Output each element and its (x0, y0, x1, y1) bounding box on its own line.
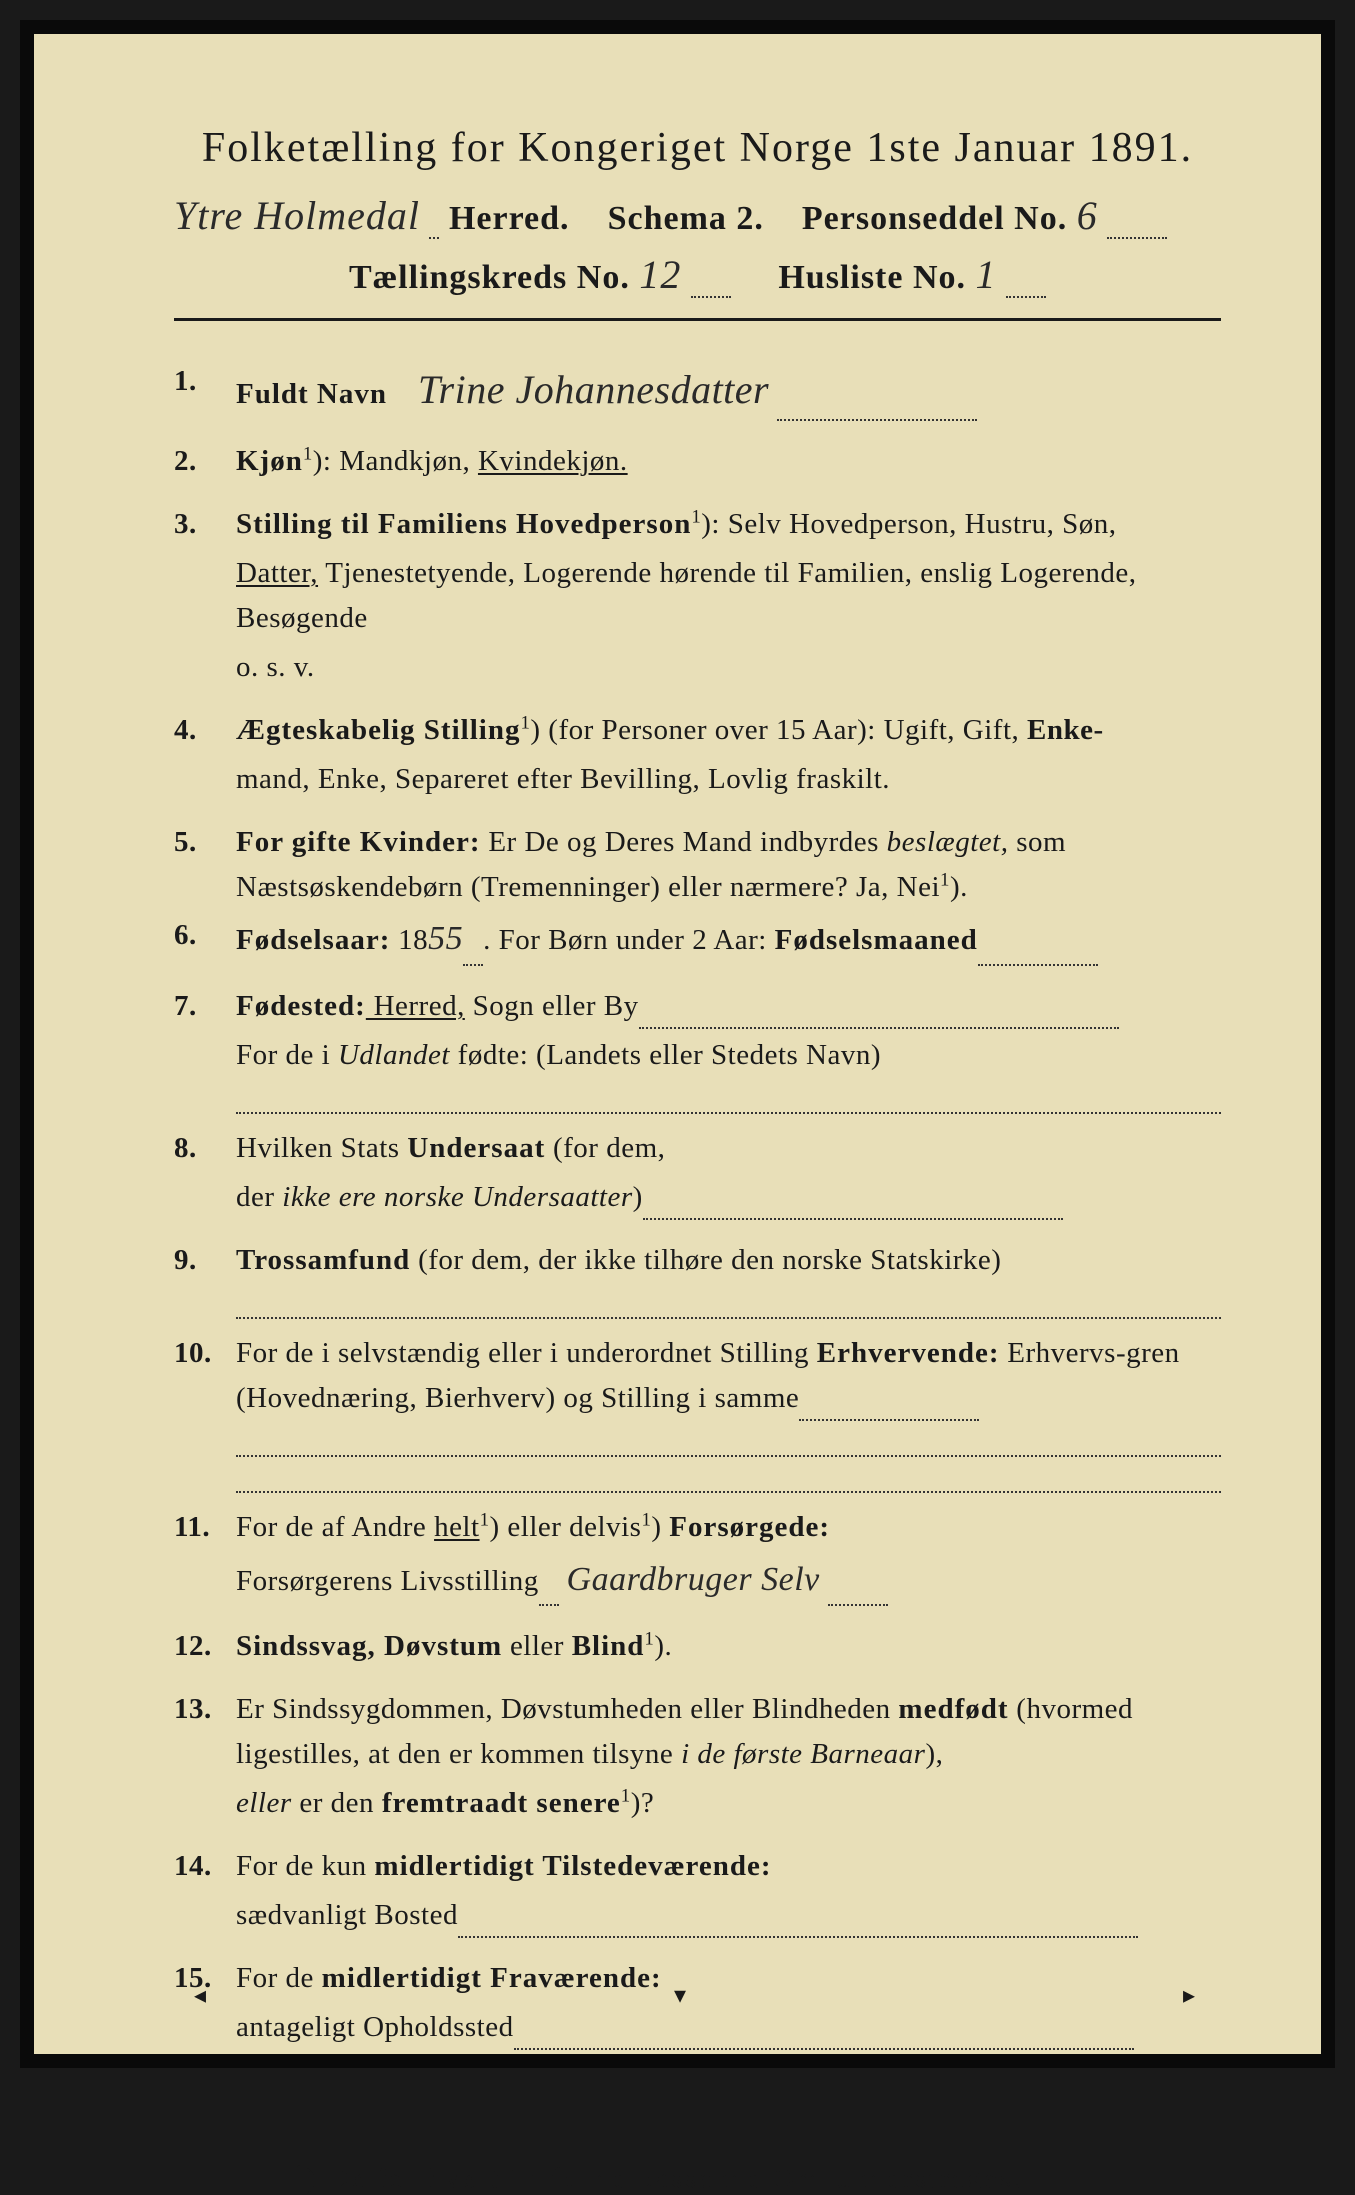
footnote: 1) De for hvert Tilfælde passende Ord un… (294, 2161, 1221, 2195)
field-label: Fødested: (236, 990, 366, 1022)
personseddel-no: 6 (1077, 193, 1098, 238)
field-label: For gifte Kvinder: (236, 826, 481, 858)
kjon-selected: Kvindekjøn. (478, 445, 628, 477)
field-3: 3. Stilling til Familiens Hovedperson1):… (174, 502, 1221, 547)
field-num: 1. (174, 359, 236, 421)
document-page: Folketælling for Kongeriget Norge 1ste J… (20, 20, 1335, 2068)
husliste-label: Husliste No. (778, 259, 966, 296)
field-13: 13. Er Sindssygdommen, Døvstumheden elle… (174, 1687, 1221, 1777)
dotted-line (236, 1469, 1221, 1493)
schema-label: Schema 2. (608, 200, 764, 237)
forsorger-value: Gaardbruger Selv (567, 1561, 820, 1598)
field-label: midlertidigt Tilstedeværende: (374, 1850, 771, 1882)
field-13-cont: eller er den fremtraadt senere1)? (236, 1781, 1221, 1826)
husliste-no: 1 (976, 252, 997, 297)
stilling-selected: Datter, (236, 557, 318, 589)
field-num: 4. (174, 708, 236, 753)
field-9: 9. Trossamfund (for dem, der ikke tilhør… (174, 1238, 1221, 1283)
pin-icon: ▸ (1183, 1981, 1201, 1999)
field-num: 6. (174, 913, 236, 966)
field-label: Undersaat (407, 1132, 545, 1164)
taellingskreds-label: Tællingskreds No. (349, 259, 630, 296)
herred-handwritten: Ytre Holmedal (174, 193, 420, 238)
field-1: 1. Fuldt Navn Trine Johannesdatter (174, 359, 1221, 421)
fuldt-navn-value: Trine Johannesdatter (418, 367, 769, 412)
field-15-cont: antageligt Opholdssted (236, 2005, 1221, 2050)
field-6: 6. Fødselsaar: 1855. For Børn under 2 Aa… (174, 913, 1221, 966)
field-num: 8. (174, 1126, 236, 1171)
fodested-selected: Herred, (366, 990, 465, 1022)
field-label: Erhvervende: (817, 1337, 1000, 1369)
field-num: 3. (174, 502, 236, 547)
field-num: 11. (174, 1505, 236, 1550)
field-10: 10. For de i selvstændig eller i underor… (174, 1331, 1221, 1421)
dotted-line (236, 1433, 1221, 1457)
field-7-cont: For de i Udlandet fødte: (Landets eller … (236, 1033, 1221, 1078)
field-label: medfødt (898, 1693, 1008, 1725)
field-label: Sindssvag, Døvstum (236, 1630, 502, 1662)
field-num: 9. (174, 1238, 236, 1283)
field-8-cont: der ikke ere norske Undersaatter) (236, 1175, 1221, 1220)
field-3-cont: Datter, Tjenestetyende, Logerende hørend… (236, 551, 1221, 641)
field-label: Forsørgede: (669, 1511, 830, 1543)
field-14: 14. For de kun midlertidigt Tilstedevære… (174, 1844, 1221, 1889)
field-7: 7. Fødested: Herred, Sogn eller By (174, 984, 1221, 1029)
field-12: 12. Sindssvag, Døvstum eller Blind1). (174, 1624, 1221, 1669)
field-num: 7. (174, 984, 236, 1029)
field-14-cont: sædvanligt Bosted (236, 1893, 1221, 1938)
field-11: 11. For de af Andre helt1) eller delvis1… (174, 1505, 1221, 1550)
field-4-cont: mand, Enke, Separeret efter Bevilling, L… (236, 757, 1221, 802)
dotted-line (236, 1295, 1221, 1319)
header-divider (174, 318, 1221, 321)
field-num: 10. (174, 1331, 236, 1421)
field-num: 14. (174, 1844, 236, 1889)
field-label: midlertidigt Fraværende: (322, 1962, 662, 1994)
field-num: 2. (174, 439, 236, 484)
field-3-cont2: o. s. v. (236, 645, 1221, 690)
field-num: 12. (174, 1624, 236, 1669)
header-line-3: Tællingskreds No. 12 Husliste No. 1 (174, 251, 1221, 298)
field-label: Trossamfund (236, 1244, 410, 1276)
personseddel-label: Personseddel No. (802, 200, 1067, 237)
field-num: 13. (174, 1687, 236, 1777)
taellingskreds-no: 12 (639, 252, 681, 297)
field-label: Kjøn (236, 445, 303, 477)
field-2: 2. Kjøn1): Mandkjøn, Kvindekjøn. (174, 439, 1221, 484)
pin-icon: ◂ (194, 1981, 212, 1999)
footnote-divider (236, 2090, 496, 2091)
header-line-2: Ytre Holmedal Herred. Schema 2. Personse… (174, 192, 1221, 239)
field-label: Stilling til Familiens Hovedperson (236, 508, 691, 540)
dotted-line (236, 1090, 1221, 1114)
field-label: Fuldt Navn (236, 378, 387, 410)
fodselsaar-value: 55 (428, 920, 463, 957)
field-11-cont: Forsørgerens Livsstilling Gaardbruger Se… (236, 1554, 1221, 1607)
herred-label: Herred. (449, 200, 570, 237)
field-label: Ægteskabelig Stilling (236, 714, 520, 746)
page-title: Folketælling for Kongeriget Norge 1ste J… (174, 124, 1221, 172)
field-4: 4. Ægteskabelig Stilling1) (for Personer… (174, 708, 1221, 753)
pin-icon: ▾ (674, 1981, 692, 1999)
field-label: Fødselsaar: (236, 924, 390, 956)
field-8: 8. Hvilken Stats Undersaat (for dem, (174, 1126, 1221, 1171)
field-5: 5. For gifte Kvinder: Er De og Deres Man… (174, 820, 1221, 910)
field-num: 5. (174, 820, 236, 910)
field-15: 15. For de midlertidigt Fraværende: (174, 1956, 1221, 2001)
